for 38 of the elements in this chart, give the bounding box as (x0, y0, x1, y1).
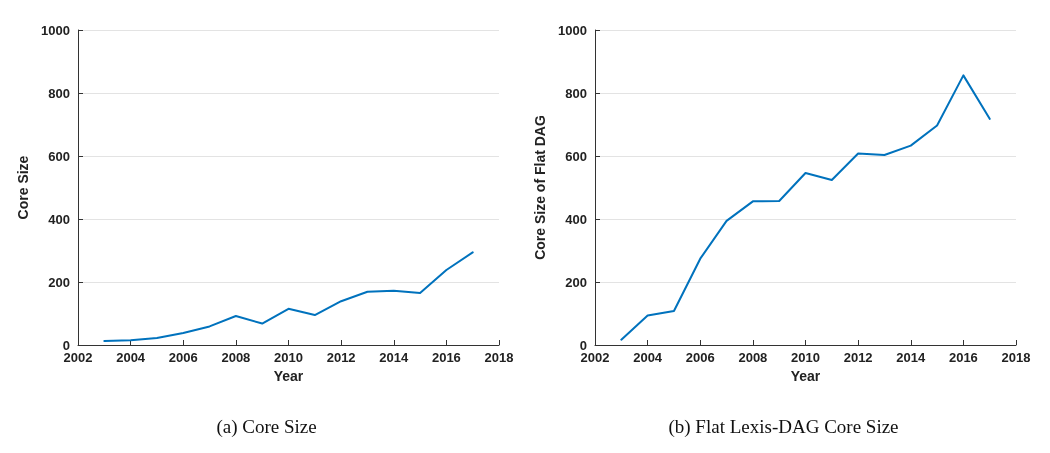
x-axis-title: Year (273, 367, 304, 384)
line-series (620, 74, 991, 341)
x-tick-label: 2008 (738, 350, 768, 365)
x-tick-label: 2014 (896, 350, 926, 365)
x-tick-label: 2012 (326, 350, 356, 365)
y-tick-label: 1000 (41, 22, 70, 38)
x-tick-label: 2018 (484, 350, 514, 365)
x-tick-label: 2002 (63, 350, 93, 365)
x-tick-label: 2016 (431, 350, 461, 365)
x-tick-label: 2018 (1001, 350, 1031, 365)
x-tick-label: 2010 (274, 350, 303, 365)
y-axis-title: Core Size (15, 155, 31, 220)
x-tick-label: 2006 (685, 350, 715, 365)
y-tick-label: 400 (48, 211, 70, 227)
y-tick-label: 400 (565, 211, 587, 227)
y-tick-label: 800 (48, 85, 70, 101)
x-axis-title: Year (790, 367, 821, 384)
line-series (103, 251, 474, 342)
x-tick-label: 2016 (948, 350, 978, 365)
y-axis-title: Core Size of Flat DAG (532, 115, 548, 260)
text: (b) Flat Lexis-DAG Core Size (668, 416, 899, 438)
x-tick-label: 2006 (168, 350, 198, 365)
y-tick-label: 600 (565, 148, 587, 164)
text: (a) Core Size (216, 416, 317, 438)
y-tick-label: 200 (565, 274, 587, 290)
y-tick-label: 800 (565, 85, 587, 101)
x-tick-label: 2004 (633, 350, 663, 365)
x-tick-label: 2010 (791, 350, 820, 365)
x-tick-label: 2002 (580, 350, 610, 365)
x-tick-label: 2012 (843, 350, 873, 365)
y-tick-label: 1000 (558, 22, 587, 38)
y-tick-label: 600 (48, 148, 70, 164)
y-tick-label: 200 (48, 274, 70, 290)
y-tick-label: 0 (62, 337, 70, 353)
x-tick-label: 2008 (221, 350, 251, 365)
x-tick-label: 2014 (379, 350, 409, 365)
y-tick-label: 0 (579, 337, 587, 353)
x-tick-label: 2004 (116, 350, 146, 365)
